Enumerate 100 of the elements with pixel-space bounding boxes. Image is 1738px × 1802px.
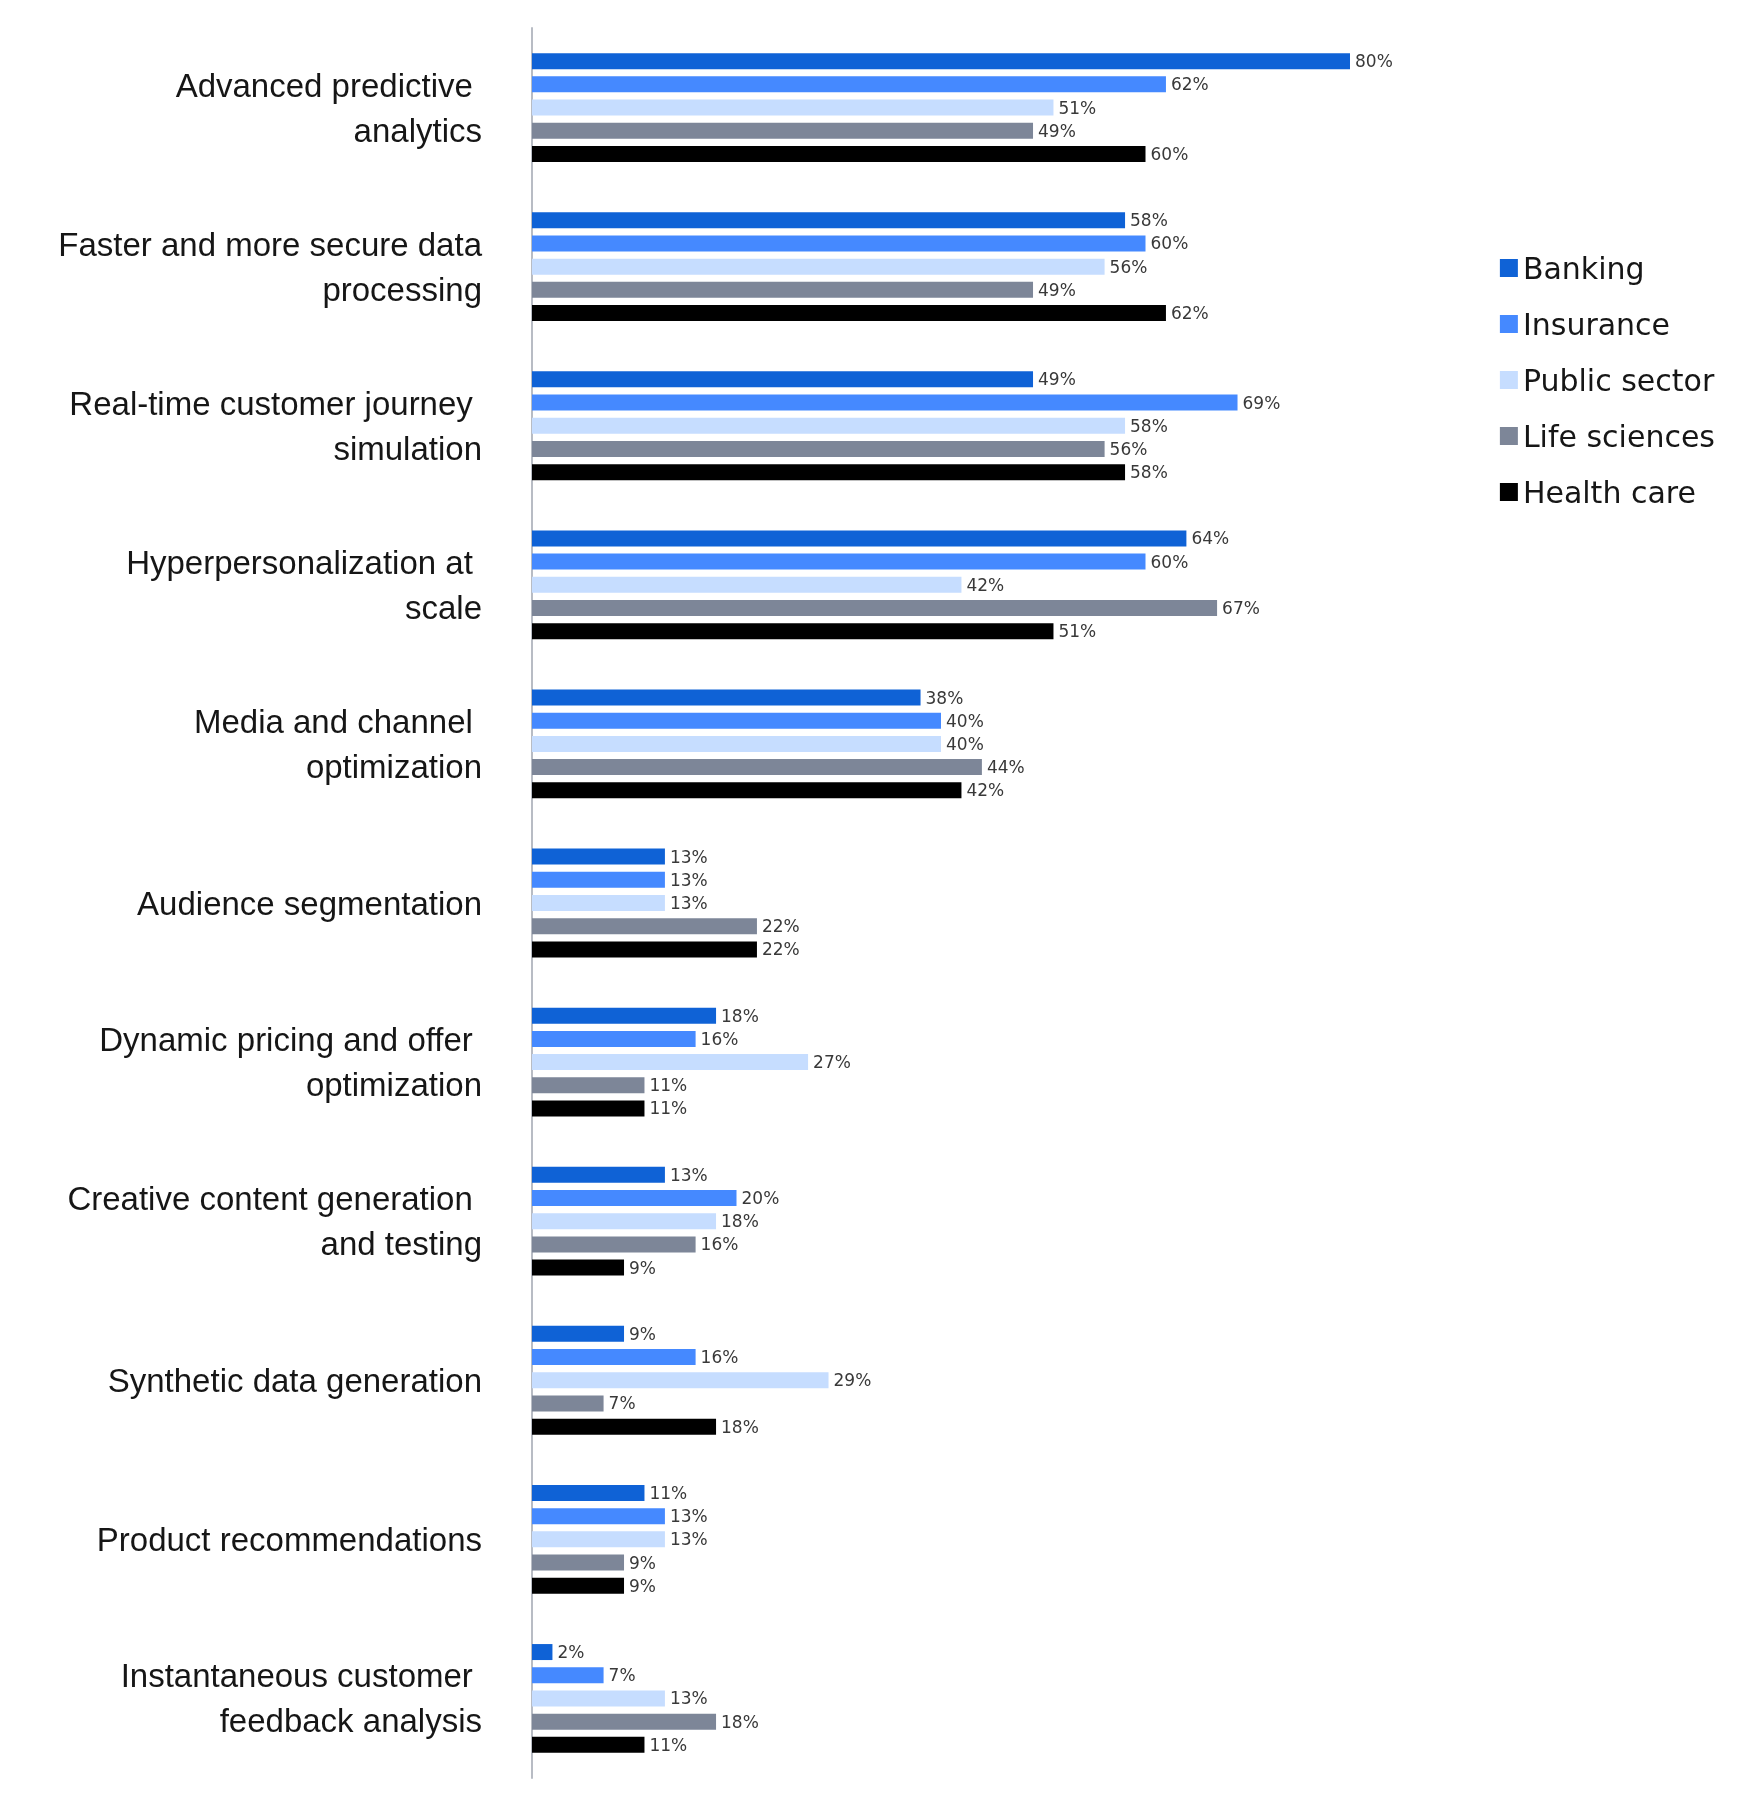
data-label: 7% [608,1665,636,1686]
bar [532,1325,625,1342]
data-label: 60% [1150,143,1189,164]
y-tick-label: Audience segmentation [137,884,482,922]
y-tick-label: Dynamic pricing and offer optimization [99,1021,482,1104]
bar [532,53,1350,70]
bar [532,281,1034,298]
bar [532,1372,829,1389]
data-label: 16% [700,1347,739,1368]
bar [532,1418,717,1435]
data-label: 62% [1170,303,1209,324]
data-label: 13% [669,1506,708,1527]
legend-label: Insurance [1522,306,1671,342]
bar [532,576,962,593]
bar [532,1007,717,1024]
data-label: 56% [1109,256,1148,277]
bar [532,1054,809,1071]
data-label: 49% [1038,120,1076,141]
bar [532,1508,665,1525]
data-label: 16% [700,1234,739,1255]
data-label: 9% [629,1257,657,1278]
bar [532,1713,717,1730]
bar [532,394,1238,411]
data-label: 11% [649,1734,688,1755]
legend-label: Banking [1522,250,1645,286]
y-tick-label: Faster and more secure data processing [58,225,483,308]
legend-label: Public sector [1522,362,1715,398]
data-label: 11% [649,1482,688,1503]
data-label: 44% [986,757,1025,778]
data-label: 58% [1130,210,1168,231]
data-label: 62% [1170,74,1209,95]
data-label: 13% [669,846,708,867]
bar [532,735,941,752]
bar [532,895,665,911]
data-label: 20% [741,1187,780,1208]
bar [532,258,1105,275]
bar [532,1690,665,1707]
data-label: 49% [1038,369,1076,390]
bar [532,1484,645,1501]
bar [532,530,1187,547]
bar [532,417,1126,434]
bar [532,553,1146,570]
y-tick-label: Advanced predictive analytics [175,66,482,149]
data-label: 69% [1242,392,1281,413]
bar [532,759,982,776]
data-label: 13% [669,869,708,890]
data-label: 18% [721,1711,759,1732]
bar [532,941,757,958]
data-label: 51% [1058,97,1097,118]
y-tick-label: Hyperpersonalization at scale [126,543,482,626]
bar [532,76,1166,93]
bar [532,305,1166,322]
legend-label: Life sciences [1522,418,1716,454]
bar [532,1100,645,1117]
data-label: 27% [813,1052,851,1073]
bar [532,1213,717,1230]
data-label: 38% [925,687,964,708]
bar [532,1166,665,1183]
y-tick-label: Product recommendations [96,1520,482,1558]
legend-label: Health care [1522,474,1696,510]
data-label: 2% [557,1642,585,1663]
y-tick-label: Instantaneous customer feedback analysis [120,1657,482,1740]
data-label: 11% [649,1098,688,1119]
data-label: 9% [629,1575,657,1596]
data-label: 64% [1191,528,1230,549]
data-label: 18% [721,1005,759,1026]
bar [532,918,757,935]
bar [532,712,941,729]
data-label: 11% [649,1075,688,1096]
data-label: 58% [1130,462,1168,483]
data-label: 18% [721,1211,759,1232]
data-label: 60% [1150,233,1189,254]
data-label: 60% [1150,551,1189,572]
bar [532,1667,604,1684]
bar [532,235,1146,252]
data-label: 80% [1355,51,1393,72]
data-label: 13% [669,1529,708,1550]
data-label: 18% [721,1416,759,1437]
bar [532,600,1218,617]
bar [532,689,921,706]
bar [532,1554,625,1571]
data-label: 40% [946,733,984,754]
data-label: 22% [761,916,800,937]
bar [532,440,1105,457]
bar [532,1531,665,1548]
data-label: 9% [629,1552,657,1573]
data-label: 40% [946,710,984,731]
data-label: 7% [608,1393,636,1414]
bar [532,1736,645,1753]
bar [532,623,1054,640]
bar [532,1577,625,1594]
bar [532,782,962,799]
bar [532,1236,696,1253]
bar [532,1395,604,1412]
data-label: 13% [669,893,708,913]
data-label: 42% [966,780,1005,801]
data-label: 49% [1038,279,1076,300]
data-label: 16% [700,1028,739,1049]
y-tick-label: Creative content generation and testing [67,1180,482,1263]
data-label: 42% [966,574,1005,595]
